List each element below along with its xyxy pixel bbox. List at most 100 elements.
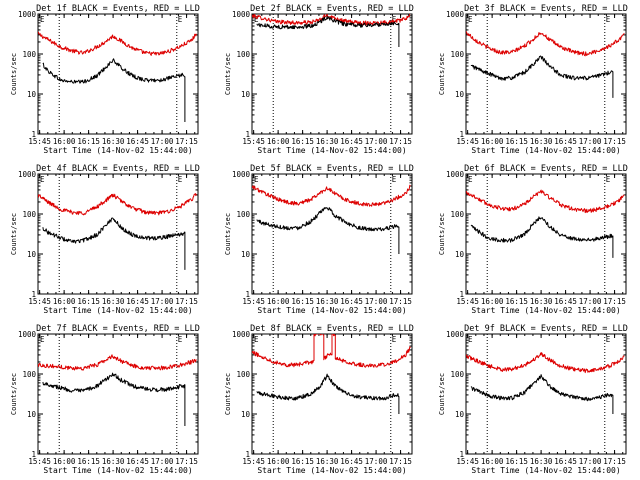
x-tick-label: 17:15 [175, 137, 198, 146]
y-tick-label: 1 [245, 290, 250, 299]
x-tick-label: 16:15 [77, 297, 100, 306]
x-tick-label: 16:15 [505, 297, 528, 306]
x-tick-label: 16:15 [505, 457, 528, 466]
events-series-line [42, 217, 186, 270]
y-axis-title: Counts/sec [438, 53, 446, 95]
x-tick-label: 15:45 [28, 137, 51, 146]
y-tick-label: 100 [236, 370, 250, 379]
x-tick-label: 16:30 [102, 457, 125, 466]
x-tick-label: 16:45 [554, 137, 577, 146]
corner-label-right: E [392, 175, 397, 184]
y-tick-label: 1 [245, 130, 250, 139]
y-tick-label: 10 [27, 410, 37, 419]
x-tick-label: 16:15 [291, 297, 314, 306]
corner-label-left: E [468, 175, 473, 184]
lld-series-line [466, 189, 625, 214]
x-tick-label: 17:15 [389, 297, 412, 306]
x-tick-label: 16:00 [481, 137, 504, 146]
corner-label-left: E [254, 335, 259, 344]
x-tick-label: 16:30 [102, 137, 125, 146]
events-series-line [256, 15, 400, 47]
x-tick-label: 17:00 [579, 457, 602, 466]
panel-title: Det 6f BLACK = Events, RED = LLD [464, 164, 628, 174]
x-tick-label: 16:45 [126, 457, 149, 466]
y-tick-label: 1000 [18, 330, 37, 339]
corner-label-left: E [40, 175, 45, 184]
y-tick-label: 1 [459, 290, 464, 299]
x-tick-label: 17:00 [579, 297, 602, 306]
corner-label-right: E [178, 335, 183, 344]
x-tick-label: 16:30 [102, 297, 125, 306]
x-tick-label: 16:30 [316, 457, 339, 466]
lld-series-line [252, 184, 411, 207]
plot-frame [251, 13, 413, 135]
panel-title: Det 5f BLACK = Events, RED = LLD [250, 164, 414, 174]
y-tick-label: 10 [27, 90, 37, 99]
lld-series-line [252, 14, 411, 26]
events-series-line [470, 216, 614, 258]
corner-label-right: E [392, 15, 397, 24]
x-tick-label: 16:15 [77, 457, 100, 466]
corner-label-left: E [40, 15, 45, 24]
plot-frame [465, 173, 627, 295]
plot-frame [37, 173, 199, 295]
y-axis-title: Counts/sec [224, 373, 232, 415]
y-tick-label: 1 [31, 290, 36, 299]
events-series-line [256, 207, 400, 254]
x-tick-label: 17:15 [175, 297, 198, 306]
x-axis-title: Start Time (14-Nov-02 15:44:00) [471, 466, 620, 475]
plot-frame [251, 173, 413, 295]
y-tick-label: 10 [241, 90, 251, 99]
x-axis-title: Start Time (14-Nov-02 15:44:00) [43, 306, 192, 315]
x-tick-label: 16:45 [554, 457, 577, 466]
x-tick-label: 16:30 [316, 137, 339, 146]
panel-title: Det 8f BLACK = Events, RED = LLD [250, 324, 414, 334]
x-tick-label: 16:30 [530, 297, 553, 306]
x-tick-label: 17:00 [151, 457, 174, 466]
panel-title: Det 9f BLACK = Events, RED = LLD [464, 324, 628, 334]
corner-label-left: E [254, 175, 259, 184]
y-tick-label: 1000 [18, 10, 37, 19]
lld-series-line [466, 31, 625, 57]
y-axis-title: Counts/sec [438, 213, 446, 255]
events-series-line [256, 373, 400, 414]
y-tick-label: 1 [245, 450, 250, 459]
y-axis-title: Counts/sec [224, 53, 232, 95]
y-tick-label: 10 [455, 410, 465, 419]
x-axis-title: Start Time (14-Nov-02 15:44:00) [257, 466, 406, 475]
x-tick-label: 15:45 [456, 457, 479, 466]
x-tick-label: 17:15 [389, 457, 412, 466]
corner-label-right: E [606, 15, 611, 24]
plot-frame [465, 333, 627, 455]
y-tick-label: 1000 [232, 330, 251, 339]
lld-series-line [466, 352, 625, 374]
y-axis-title: Counts/sec [10, 53, 18, 95]
corner-label-right: E [606, 175, 611, 184]
events-series-line [470, 374, 614, 414]
x-axis-title: Start Time (14-Nov-02 15:44:00) [257, 306, 406, 315]
y-tick-label: 100 [22, 370, 36, 379]
y-axis-title: Counts/sec [224, 213, 232, 255]
events-series-line [42, 372, 186, 426]
x-tick-label: 16:30 [530, 137, 553, 146]
corner-label-right: E [392, 335, 397, 344]
y-tick-label: 1 [459, 130, 464, 139]
x-tick-label: 16:00 [267, 297, 290, 306]
corner-label-right: E [178, 175, 183, 184]
x-tick-label: 17:00 [365, 137, 388, 146]
x-tick-label: 16:00 [53, 137, 76, 146]
y-tick-label: 100 [22, 50, 36, 59]
x-tick-label: 16:45 [340, 457, 363, 466]
y-tick-label: 10 [241, 250, 251, 259]
lld-series-line [38, 354, 197, 371]
x-tick-label: 17:15 [603, 457, 626, 466]
x-tick-label: 17:00 [365, 297, 388, 306]
x-tick-label: 17:15 [603, 297, 626, 306]
x-tick-label: 17:15 [603, 137, 626, 146]
